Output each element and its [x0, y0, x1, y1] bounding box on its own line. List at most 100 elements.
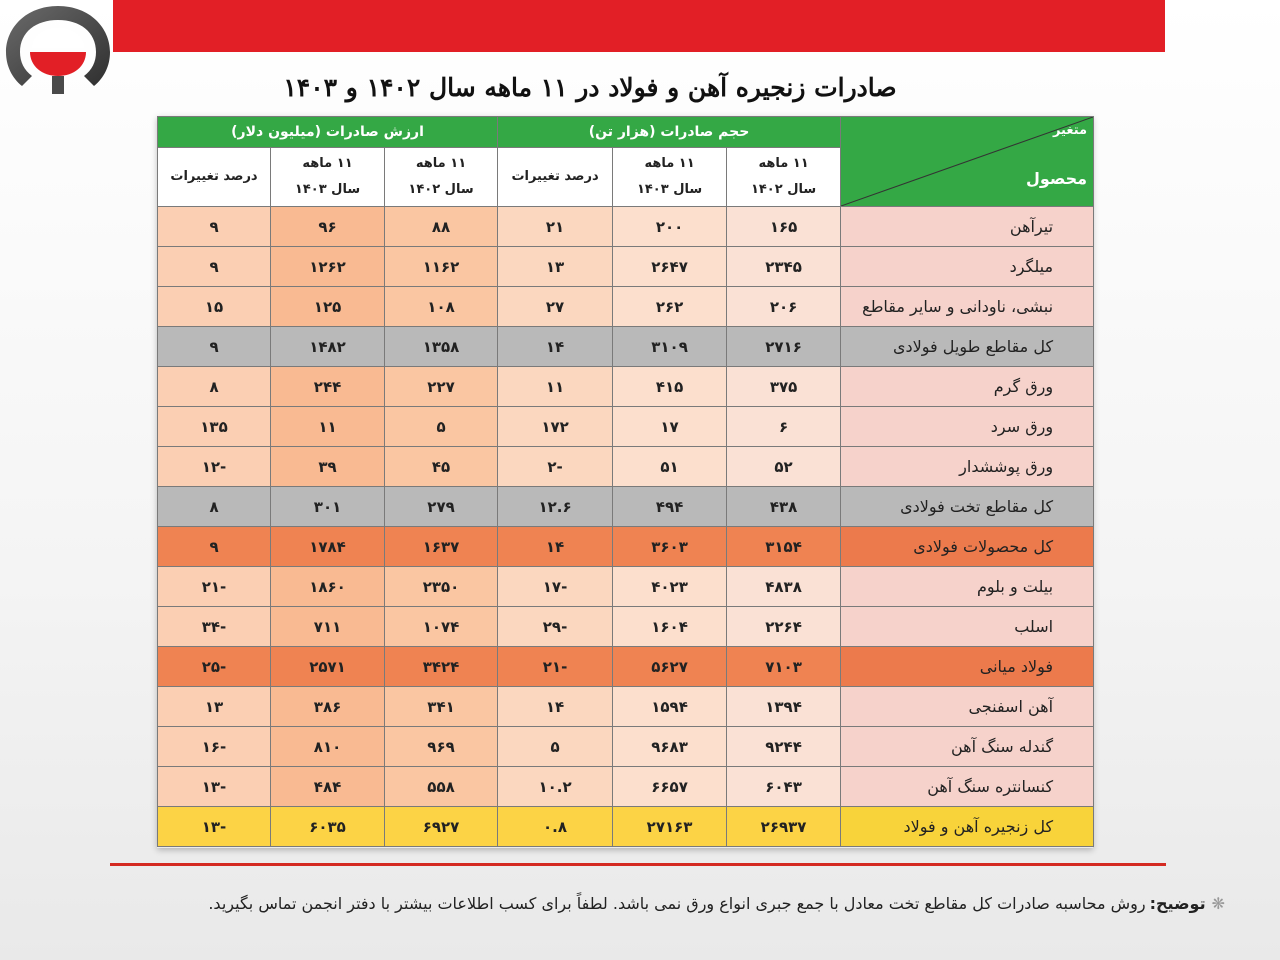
column-header-line2: سال ۱۴۰۲ — [408, 182, 474, 197]
column-header: ۱۱ ماهه سال ۱۴۰۳ — [612, 147, 728, 207]
value-cell: ۹ — [156, 246, 272, 287]
value-cell: ۹ — [156, 326, 272, 367]
value-cell: ۱۳ — [156, 686, 272, 727]
value-cell: ۱۳۹۴ — [726, 686, 842, 727]
value-cell: ۲۵۷۱ — [270, 646, 386, 687]
column-header-line1: درصد تغییرات — [511, 169, 599, 184]
table-body: تیرآهن ۱۶۵ ۲۰۰ ۲۱ ۸۸ ۹۶ ۹ میلگرد ۲۳۴۵ ۲۶۴۷ ۱۳ ۱۱۶۲ ۱… — [156, 206, 1095, 847]
value-cell: ۱۶۳۷ — [384, 526, 499, 567]
value-cell: ۱۵۹۴ — [612, 686, 728, 727]
value-cell: ۵ — [497, 726, 614, 767]
value-cell: ۵۱ — [612, 446, 728, 487]
column-header-line1: ۱۱ ماهه — [758, 156, 809, 171]
value-cell: ۳۱۵۴ — [726, 526, 842, 567]
value-cell: ۱۶۵ — [726, 206, 842, 247]
value-cell: ۲۷۱۶۳ — [612, 806, 728, 847]
table-row: اسلب ۲۲۶۴ ۱۶۰۴ -۲۹ ۱۰۷۴ ۷۱۱ -۳۴ — [156, 606, 1095, 647]
group-header-value: ارزش صادرات (میلیون دلار) — [156, 116, 499, 148]
value-cell: ۱۰۸ — [384, 286, 499, 327]
value-cell: ۹۶۹ — [384, 726, 499, 767]
value-cell: ۱۷۲ — [497, 406, 614, 447]
value-cell: ۴۸۴ — [270, 766, 386, 807]
column-header-row: ۱۱ ماهه سال ۱۴۰۲ ۱۱ ماهه سال ۱۴۰۳ درصد تغی… — [156, 147, 1094, 207]
product-cell: تیرآهن — [840, 206, 1095, 247]
value-cell: -۱۷ — [497, 566, 614, 607]
value-cell: -۲ — [497, 446, 614, 487]
value-cell: -۱۲ — [156, 446, 272, 487]
column-header-line1: ۱۱ ماهه — [644, 156, 695, 171]
value-cell: ۹۲۴۴ — [726, 726, 842, 767]
column-header-line2: سال ۱۴۰۳ — [636, 182, 703, 197]
value-cell: ۱۵ — [156, 286, 272, 327]
value-cell: ۲۶۴۷ — [612, 246, 728, 287]
column-header: درصد تغییرات — [497, 147, 614, 207]
table-row: میلگرد ۲۳۴۵ ۲۶۴۷ ۱۳ ۱۱۶۲ ۱۲۶۲ ۹ — [156, 246, 1095, 287]
value-cell: ۶۰۴۳ — [726, 766, 842, 807]
column-header-line1: ۱۱ ماهه — [302, 156, 353, 171]
value-cell: ۷۱۰۳ — [726, 646, 842, 687]
value-cell: ۱۳ — [497, 246, 614, 287]
value-cell: ۴۳۸ — [726, 486, 842, 527]
value-cell: ۸۸ — [384, 206, 499, 247]
value-cell: ۹ — [156, 526, 272, 567]
product-cell: ورق پوششدار — [840, 446, 1095, 487]
page-title: صادرات زنجیره آهن و فولاد در ۱۱ ماهه سال… — [283, 73, 897, 102]
group-header-volume: حجم صادرات (هزار تن) — [497, 116, 842, 148]
value-cell: ۵۲ — [726, 446, 842, 487]
value-cell: ۳۷۵ — [726, 366, 842, 407]
table-row: کل مقاطع طویل فولادی ۲۷۱۶ ۳۱۰۹ ۱۴ ۱۳۵۸ ۱۴۸۲ ۹ — [156, 326, 1095, 367]
column-header-line1: ۱۱ ماهه — [415, 156, 467, 171]
value-cell: ۱۴ — [497, 526, 614, 567]
value-cell: ۵۶۲۷ — [612, 646, 728, 687]
value-cell: ۱۴ — [497, 326, 614, 367]
value-cell: ۲۴۴ — [270, 366, 386, 407]
product-cell: کل مقاطع تخت فولادی — [840, 486, 1095, 527]
value-cell: ۱۷۸۴ — [270, 526, 386, 567]
value-cell: ۴۵ — [384, 446, 499, 487]
column-header-line1: درصد تغییرات — [170, 169, 258, 184]
value-cell: -۲۹ — [497, 606, 614, 647]
table-row: آهن اسفنجی ۱۳۹۴ ۱۵۹۴ ۱۴ ۳۴۱ ۳۸۶ ۱۳ — [156, 686, 1095, 727]
table-row: بیلت و بلوم ۴۸۳۸ ۴۰۲۳ -۱۷ ۲۳۵۰ ۱۸۶۰ -۲۱ — [156, 566, 1095, 607]
footnote: ❋ توضیح:روش محاسبه صادرات کل مقاطع تخت مع… — [60, 894, 1225, 913]
column-header-line2: سال ۱۴۰۳ — [294, 182, 361, 197]
value-cell: -۲۱ — [156, 566, 272, 607]
value-cell: ۹۶۸۳ — [612, 726, 728, 767]
value-cell: ۸۱۰ — [270, 726, 386, 767]
value-cell: ۶۹۲۷ — [384, 806, 499, 847]
value-cell: ۲۱ — [497, 206, 614, 247]
value-cell: ۱۲.۶ — [497, 486, 614, 527]
value-cell: -۱۶ — [156, 726, 272, 767]
product-cell: کل زنجیره آهن و فولاد — [840, 806, 1095, 847]
table-row: کنسانتره سنگ آهن ۶۰۴۳ ۶۶۵۷ ۱۰.۲ ۵۵۸ ۴۸۴ -۱۳ — [156, 766, 1095, 807]
value-cell: ۲۰۰ — [612, 206, 728, 247]
value-cell: ۱۲۶۲ — [270, 246, 386, 287]
value-cell: ۶۶۵۷ — [612, 766, 728, 807]
value-cell: ۱۶۰۴ — [612, 606, 728, 647]
value-cell: ۲۷۱۶ — [726, 326, 842, 367]
value-cell: ۹۶ — [270, 206, 386, 247]
footnote-text: روش محاسبه صادرات کل مقاطع تخت معادل با … — [208, 894, 1146, 913]
product-cell: فولاد میانی — [840, 646, 1095, 687]
product-cell: میلگرد — [840, 246, 1095, 287]
product-cell: کنسانتره سنگ آهن — [840, 766, 1095, 807]
value-cell: ۱۱ — [497, 366, 614, 407]
value-cell: ۱۳۵۸ — [384, 326, 499, 367]
product-cell: ورق سرد — [840, 406, 1095, 447]
footnote-label: توضیح: — [1149, 894, 1206, 913]
value-cell: -۱۳ — [156, 806, 272, 847]
product-cell: کل محصولات فولادی — [840, 526, 1095, 567]
column-header: ۱۱ ماهه سال ۱۴۰۳ — [270, 147, 386, 207]
value-cell: ۲۲۶۴ — [726, 606, 842, 647]
value-cell: ۵۵۸ — [384, 766, 499, 807]
value-cell: ۶ — [726, 406, 842, 447]
column-header: درصد تغییرات — [156, 147, 272, 207]
value-cell: ۱۳۵ — [156, 406, 272, 447]
value-cell: ۱۲۵ — [270, 286, 386, 327]
value-cell: ۱۱۶۲ — [384, 246, 499, 287]
value-cell: ۱۱ — [270, 406, 386, 447]
value-cell: ۴۸۳۸ — [726, 566, 842, 607]
value-cell: ۲۳۴۵ — [726, 246, 842, 287]
value-cell: ۴۱۵ — [612, 366, 728, 407]
value-cell: ۳۱۰۹ — [612, 326, 728, 367]
